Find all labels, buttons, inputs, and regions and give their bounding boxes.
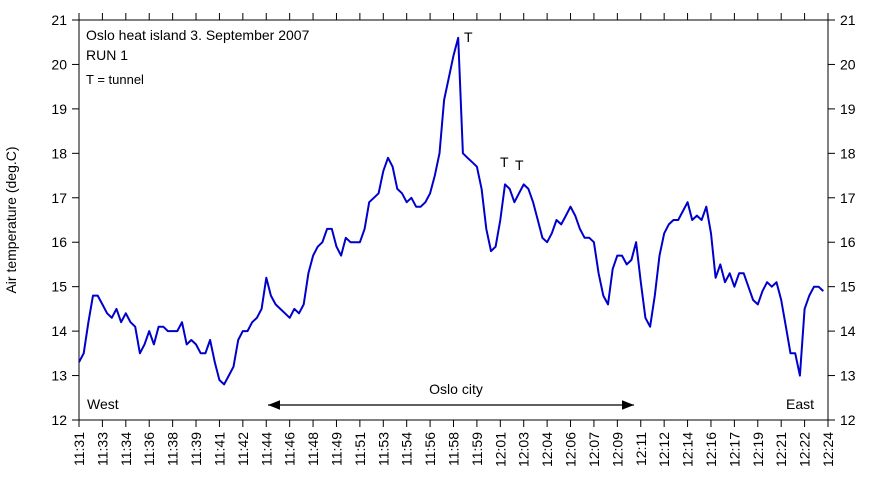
y-tick-label: 13 (51, 368, 67, 384)
x-tick-label: 11:31 (71, 432, 87, 466)
chart-subtitle: RUN 1 (86, 47, 128, 63)
annotation: T (500, 154, 509, 170)
x-tick-label: 11:59 (469, 432, 485, 466)
y-tick-label: 12 (51, 412, 67, 428)
annotation: T = tunnel (86, 72, 144, 87)
x-tick-label: 12:21 (773, 432, 789, 467)
y-tick-label: 13 (840, 368, 856, 384)
x-tick-label: 11:53 (375, 432, 391, 466)
x-tick-label: 11:44 (258, 432, 274, 466)
x-tick-label: 12:06 (563, 432, 579, 467)
x-tick-label: 11:49 (328, 432, 344, 466)
x-tick-label: 12:22 (797, 432, 813, 467)
x-tick-label: 11:54 (399, 432, 415, 466)
annotation: West (87, 396, 119, 412)
y-tick-label: 16 (840, 234, 856, 250)
y-tick-label: 15 (51, 279, 67, 295)
x-tick-label: 11:48 (305, 432, 321, 466)
x-tick-label: 11:33 (94, 432, 110, 466)
y-tick-label: 16 (51, 234, 67, 250)
x-tick-label: 12:14 (680, 432, 696, 467)
x-tick-label: 11:51 (352, 432, 368, 466)
x-tick-label: 12:09 (609, 432, 625, 467)
y-tick-label: 18 (840, 145, 856, 161)
y-tick-label: 20 (840, 56, 856, 72)
x-tick-label: 12:24 (820, 432, 836, 467)
x-tick-label: 12:17 (726, 432, 742, 467)
x-tick-label: 11:58 (446, 432, 462, 466)
y-tick-label: 21 (51, 12, 67, 28)
annotation: Oslo city (429, 381, 483, 397)
x-tick-label: 11:38 (165, 432, 181, 466)
x-tick-label: 12:03 (516, 432, 532, 467)
y-tick-label: 14 (840, 323, 856, 339)
y-tick-label: 12 (840, 412, 856, 428)
x-tick-label: 12:16 (703, 432, 719, 467)
x-tick-label: 11:56 (422, 432, 438, 466)
y-tick-label: 17 (840, 190, 856, 206)
y-axis-label: Air temperature (deg.C) (3, 146, 19, 293)
y-tick-label: 18 (51, 145, 67, 161)
y-tick-label: 19 (51, 101, 67, 117)
x-tick-label: 12:19 (750, 432, 766, 467)
x-tick-label: 12:01 (492, 432, 508, 467)
y-tick-label: 17 (51, 190, 67, 206)
data-line (78, 36, 824, 386)
y-tick-label: 15 (840, 279, 856, 295)
annotation: T (515, 157, 524, 173)
x-tick-label: 12:12 (656, 432, 672, 467)
x-tick-label: 11:46 (282, 432, 298, 466)
x-tick-label: 11:36 (141, 432, 157, 466)
chart-title: Oslo heat island 3. September 2007 (86, 27, 310, 43)
x-tick-label: 11:34 (118, 432, 134, 466)
y-tick-label: 19 (840, 101, 856, 117)
annotation: East (786, 396, 814, 412)
x-tick-label: 12:07 (586, 432, 602, 467)
x-tick-label: 12:04 (539, 432, 555, 467)
x-tick-label: 11:39 (188, 432, 204, 466)
plot-frame (78, 19, 829, 421)
x-tick-label: 12:11 (633, 432, 649, 466)
y-tick-label: 21 (840, 12, 856, 28)
annotation: T (464, 29, 473, 45)
x-tick-label: 11:41 (211, 432, 227, 466)
y-tick-label: 14 (51, 323, 67, 339)
y-tick-label: 20 (51, 56, 67, 72)
x-tick-label: 11:42 (235, 432, 251, 466)
